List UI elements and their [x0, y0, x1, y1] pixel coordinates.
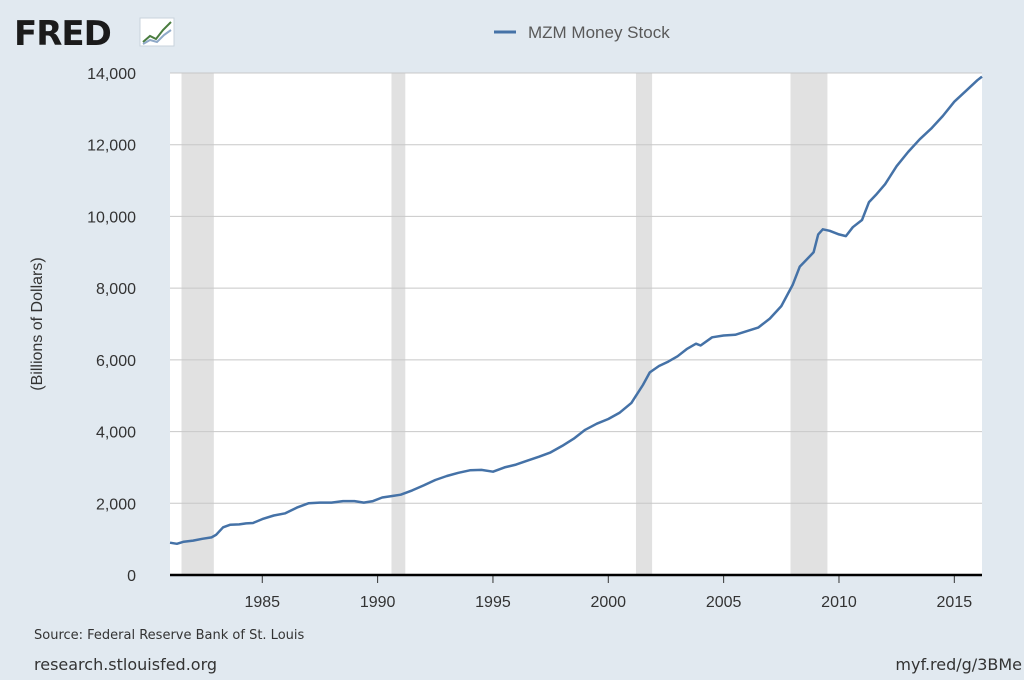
source-note: Source: Federal Reserve Bank of St. Loui… — [34, 628, 305, 643]
logo-text: FRED — [14, 14, 111, 54]
y-tick-label: 6,000 — [96, 353, 136, 370]
y-tick-label: 2,000 — [96, 496, 136, 513]
legend: MZM Money Stock — [494, 23, 670, 42]
site-link[interactable]: research.stlouisfed.org — [34, 655, 218, 674]
recession-band-2 — [635, 73, 653, 575]
x-tick-label: 2005 — [706, 594, 742, 611]
y-tick-label: 0 — [127, 568, 136, 585]
x-tick-label: 1995 — [475, 594, 511, 611]
short-url-link[interactable]: myf.red/g/3BMe — [895, 655, 1022, 674]
series-line-mzm — [169, 75, 983, 546]
x-axis-ticks: 1985 1990 1995 2000 2005 2010 2015 — [244, 575, 972, 611]
y-tick-label: 12,000 — [87, 138, 136, 155]
y-axis-label: (Billions of Dollars) — [29, 257, 46, 390]
recession-band-0 — [181, 73, 214, 575]
y-tick-label: 10,000 — [87, 209, 136, 226]
recession-band-3 — [790, 73, 828, 575]
y-tick-label: 14,000 — [87, 66, 136, 83]
x-tick-label: 1990 — [360, 594, 396, 611]
legend-label: MZM Money Stock — [528, 23, 670, 42]
y-tick-label: 4,000 — [96, 425, 136, 442]
recession-bands — [181, 73, 828, 575]
fred-logo[interactable]: FRED — [14, 14, 175, 54]
x-tick-label: 2015 — [937, 594, 973, 611]
x-tick-label: 2000 — [590, 594, 626, 611]
x-tick-label: 1985 — [244, 594, 280, 611]
plot-area — [170, 73, 982, 575]
y-axis-ticks: 0 2,000 4,000 6,000 8,000 10,000 12,000 14,000 — [87, 66, 136, 585]
x-tick-label: 2010 — [821, 594, 857, 611]
y-tick-label: 8,000 — [96, 281, 136, 298]
logo-chart-icon — [139, 17, 175, 47]
recession-band-1 — [391, 73, 406, 575]
